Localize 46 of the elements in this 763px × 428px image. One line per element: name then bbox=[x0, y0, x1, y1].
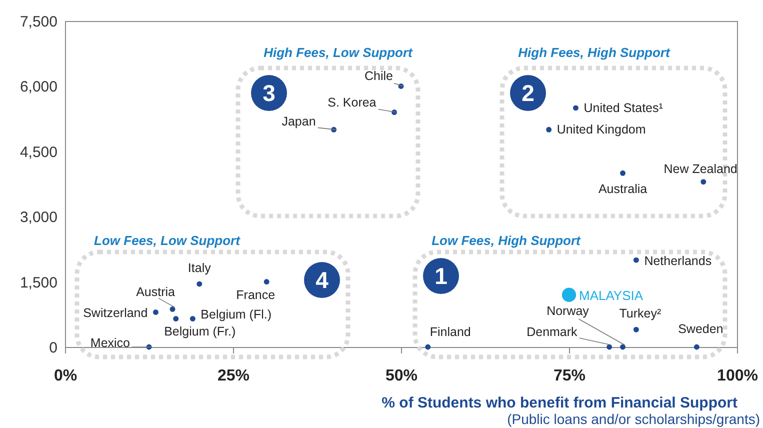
annotation: 3 bbox=[262, 80, 276, 106]
y-tick-label: 4,500 bbox=[20, 144, 58, 161]
annotation: Low Fees, High Support bbox=[432, 233, 582, 248]
annotation: United Kingdom bbox=[556, 122, 646, 137]
annotation: Belgium (Fl.) bbox=[200, 308, 272, 322]
annotation: High Fees, High Support bbox=[518, 45, 670, 60]
y-tick-label: 6,000 bbox=[20, 78, 58, 96]
annotation: Austria bbox=[136, 285, 176, 300]
annotation: Turkey² bbox=[619, 306, 662, 321]
x-tick-label: 100% bbox=[717, 368, 758, 384]
annotation: 4 bbox=[316, 267, 329, 293]
numbered-circle: 1 bbox=[423, 258, 459, 294]
x-axis-title: % of Students who benefit from Financial Support bbox=[382, 394, 738, 412]
annotation: Chile bbox=[364, 69, 394, 84]
x-tick-label: 25% bbox=[217, 368, 250, 384]
y-tick-label: 1,500 bbox=[20, 274, 58, 292]
annotation: Low Fees, Low Support bbox=[94, 233, 241, 248]
y-tick-label: 0 bbox=[49, 340, 58, 356]
y-tick-label: 7,500 bbox=[20, 14, 58, 30]
annotation: United States¹ bbox=[584, 100, 663, 115]
annotation: France bbox=[236, 288, 276, 302]
y-tick-label: 3,000 bbox=[20, 209, 58, 226]
numbered-circle: 2 bbox=[510, 75, 546, 111]
annotation: S. Korea bbox=[328, 95, 376, 110]
annotation: Switzerland bbox=[83, 306, 148, 320]
annotation: Norway bbox=[546, 304, 590, 318]
annotation: Mexico bbox=[90, 336, 130, 350]
x-tick-label: 75% bbox=[553, 368, 586, 384]
annotation: Italy bbox=[188, 260, 212, 275]
numbered-circle: 4 bbox=[304, 262, 340, 298]
x-tick-label: 0% bbox=[54, 368, 78, 384]
annotation: Sweden bbox=[678, 322, 724, 336]
annotation: Denmark bbox=[526, 325, 578, 339]
annotation: Japan bbox=[282, 114, 316, 129]
annotation: Australia bbox=[598, 182, 648, 196]
annotation: Netherlands bbox=[644, 254, 712, 268]
x-tick-label: 50% bbox=[385, 368, 418, 384]
annotation: Finland bbox=[430, 325, 471, 339]
text: (Public loans and/or scholarships/grants) bbox=[507, 411, 760, 427]
numbered-circle: 3 bbox=[251, 75, 287, 111]
annotation: 1 bbox=[434, 263, 448, 289]
annotation: Belgium (Fr.) bbox=[164, 324, 236, 339]
series-label: MALAYSIA bbox=[579, 288, 644, 303]
annotation: 2 bbox=[522, 80, 534, 106]
annotation: High Fees, Low Support bbox=[264, 45, 414, 60]
annotation: New Zealand bbox=[664, 162, 738, 176]
